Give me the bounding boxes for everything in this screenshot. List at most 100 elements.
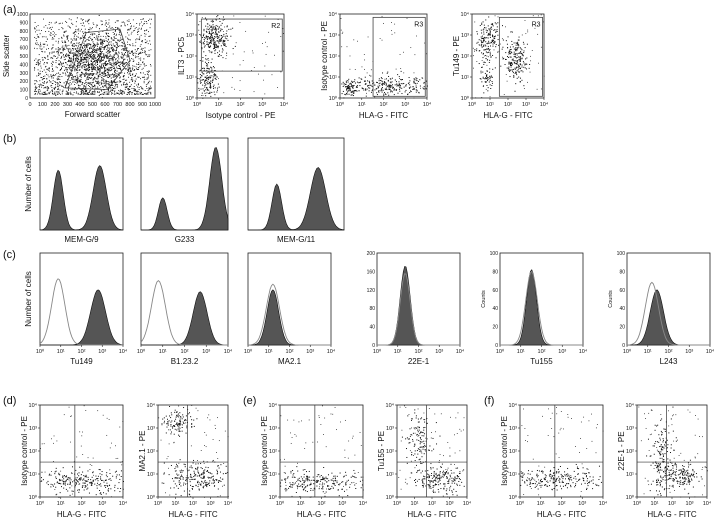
- d1-point: [97, 475, 99, 477]
- a1-point: [104, 67, 106, 69]
- a1-point: [109, 62, 111, 64]
- a1-point: [133, 88, 135, 90]
- d1-point: [55, 477, 57, 479]
- d1-point: [91, 476, 93, 478]
- e1-point: [292, 482, 294, 484]
- a4-point: [490, 56, 492, 58]
- a1-point: [138, 63, 140, 65]
- d1-point: [71, 490, 73, 492]
- a1-point: [92, 43, 94, 45]
- a3-point: [340, 18, 342, 19]
- a1-point: [68, 74, 70, 76]
- a1-point: [145, 54, 147, 56]
- a4-point: [481, 35, 483, 37]
- a1-point: [125, 36, 127, 38]
- a1-point: [89, 54, 91, 56]
- a1-point: [97, 68, 99, 70]
- a1-gate-r1: [64, 28, 131, 91]
- d2-point: [183, 422, 185, 424]
- a1-point: [128, 39, 130, 41]
- a1-point: [115, 35, 117, 37]
- a1-point: [74, 55, 76, 57]
- a1-point: [65, 58, 66, 60]
- a4-point: [484, 44, 486, 46]
- a2-point: [206, 36, 208, 38]
- a1-point: [94, 43, 96, 45]
- a1-point: [119, 40, 121, 42]
- a4-point: [538, 62, 539, 64]
- a1-point: [96, 52, 98, 54]
- a1-point: [50, 32, 52, 34]
- a1-point: [130, 26, 132, 28]
- a1-point: [105, 56, 107, 58]
- a1-point: [60, 62, 62, 64]
- a2-point: [226, 55, 228, 57]
- a1-point: [140, 92, 142, 94]
- a3-point: [397, 84, 399, 86]
- a1-point: [107, 92, 109, 94]
- e1-point: [306, 475, 308, 477]
- a1-point: [142, 62, 144, 64]
- a3-xtick-label: 10¹: [358, 102, 366, 108]
- a1-point: [84, 88, 86, 90]
- a3-point: [343, 97, 345, 99]
- a1-point: [111, 92, 113, 93]
- a1-point: [72, 43, 74, 45]
- a4-point: [525, 33, 527, 35]
- a1-point: [116, 92, 118, 94]
- c4-xtick-label: 10⁰: [373, 348, 382, 355]
- a4-point: [505, 52, 507, 54]
- a1-point: [90, 73, 92, 75]
- a1-point: [112, 89, 114, 91]
- a1-point: [97, 56, 99, 58]
- d2-point: [163, 482, 165, 484]
- a1-point: [126, 79, 128, 81]
- a1-point: [140, 59, 142, 61]
- a1-point: [122, 76, 124, 78]
- a3-point: [384, 88, 386, 90]
- a1-point: [44, 86, 46, 88]
- e1-point: [302, 469, 304, 471]
- a1-point: [92, 68, 94, 70]
- a2-point: [199, 74, 201, 76]
- a1-point: [64, 41, 66, 43]
- a3-point: [401, 79, 403, 81]
- d1-point: [53, 442, 54, 444]
- e1-point: [338, 483, 340, 485]
- a1-point: [67, 37, 69, 39]
- a3-point: [387, 92, 389, 94]
- c1-xtick-label: 10¹: [57, 349, 65, 355]
- a1-point: [91, 38, 93, 40]
- a3-point: [412, 88, 414, 90]
- a3-point: [349, 90, 351, 92]
- a4-point: [513, 48, 515, 50]
- a2-point: [221, 48, 223, 50]
- a1-point: [52, 77, 54, 79]
- d2-point: [218, 440, 220, 442]
- a1-point: [71, 44, 73, 46]
- d1-point: [114, 484, 116, 486]
- d1-point: [78, 489, 80, 491]
- a4-point: [497, 51, 499, 53]
- a2-point: [207, 77, 209, 79]
- d2-point: [174, 483, 176, 485]
- a2-point: [206, 43, 208, 45]
- a1-point: [127, 89, 129, 91]
- a1-point: [72, 60, 74, 62]
- a2-point: [211, 37, 213, 39]
- a1-point: [120, 61, 122, 63]
- b3-histogram-filled: [248, 167, 345, 231]
- d2-point: [178, 426, 180, 428]
- a4-point: [517, 47, 519, 49]
- e1-point: [350, 476, 352, 478]
- a2-point: [214, 41, 216, 43]
- d1-ytick-label: 10¹: [29, 472, 37, 478]
- a1-point: [77, 30, 79, 32]
- d2-point: [203, 463, 205, 464]
- a1-point: [134, 80, 136, 82]
- a1-point: [73, 43, 75, 45]
- e1-point: [324, 492, 326, 494]
- a1-point: [84, 57, 86, 59]
- a4-point: [526, 68, 528, 70]
- e1-point: [289, 486, 291, 488]
